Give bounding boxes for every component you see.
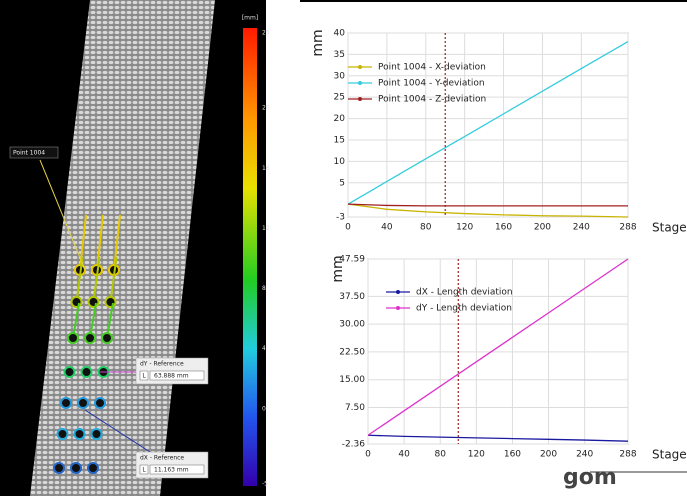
tracked-point (87, 296, 100, 308)
x-tick-label: 200 (534, 223, 551, 233)
y-tick-label: 5 (339, 178, 345, 188)
x-tick-label: 40 (381, 223, 393, 233)
x-tick-label: 160 (495, 223, 512, 233)
tracked-point (90, 428, 103, 440)
displacement-vector (92, 256, 101, 303)
dx-reference-value: 11.163 mm (154, 467, 189, 474)
x-tick-label: 240 (573, 223, 590, 233)
tracked-point (60, 397, 72, 409)
x-axis-label: Stage (652, 448, 687, 462)
data-line (367, 258, 629, 436)
y-tick-label: 35 (334, 50, 345, 60)
dx-reference-title: dX - Reference (140, 455, 184, 462)
tracked-point (84, 332, 96, 344)
tracked-point (101, 332, 113, 344)
data-line (367, 434, 629, 442)
tracked-point (104, 296, 117, 308)
plot-area (347, 32, 629, 218)
y-tick-label: 30.00 (339, 320, 365, 330)
legend-marker (396, 306, 400, 310)
y-tick-label: -3 (336, 213, 345, 223)
y-tick-label: 37.50 (339, 292, 365, 302)
x-tick-label: 288 (619, 223, 636, 233)
x-tick-label: 200 (540, 450, 557, 460)
colorbar-tick-label: -5 (262, 481, 268, 488)
legend-marker (358, 97, 362, 101)
colorbar-tick-label: 4 (262, 345, 266, 352)
dy-reference-title: dY - Reference (140, 361, 184, 368)
y-axis-label: mm (330, 255, 346, 282)
data-line (347, 203, 628, 207)
tracked-point (53, 462, 65, 474)
tracked-point (80, 366, 93, 378)
tracked-point (63, 366, 76, 378)
value-box (149, 370, 205, 381)
key-box (139, 370, 149, 381)
legend-label: dX - Length deviation (416, 288, 513, 298)
tracked-points (53, 214, 121, 474)
colorbar-tick-label: 0 (262, 405, 266, 412)
colorbar-tick-label: 8 (262, 285, 266, 292)
tracked-point (67, 332, 79, 344)
tracked-point (70, 462, 82, 474)
label-box (9, 146, 59, 159)
x-tick-label: 80 (434, 450, 446, 460)
logo: gom (563, 465, 617, 490)
leader-line (84, 409, 151, 453)
legend-label: dY - Length deviation (416, 304, 512, 314)
dy-reference-value: 63.888 mm (154, 373, 189, 380)
value-box (149, 464, 205, 475)
x-tick-label: 240 (576, 450, 593, 460)
colorbar-tick-label: 12 (262, 225, 270, 232)
tracked-point (77, 397, 89, 409)
colorbar-tick-label: 20 (262, 105, 270, 112)
x-tick-label: 120 (456, 223, 473, 233)
dx-reference-key: L (142, 467, 146, 474)
x-tick-label: 120 (468, 450, 485, 460)
tracked-point (73, 428, 86, 440)
legend-marker (358, 81, 362, 85)
point-label: Point 1004 (13, 150, 45, 157)
y-tick-label: 22.50 (339, 347, 365, 357)
x-tick-label: 0 (365, 450, 371, 460)
y-tick-label: 25 (334, 93, 345, 103)
y-tick-label: 30 (334, 71, 346, 81)
dy-reference-key: L (142, 373, 146, 380)
tracked-point (87, 462, 99, 474)
colorbar-unit: [mm] (242, 15, 258, 22)
y-tick-label: 15.00 (339, 375, 365, 385)
data-line (347, 40, 629, 205)
legend-label: Point 1004 - Z-deviation (378, 95, 486, 105)
legend-marker (358, 65, 362, 69)
legend-label: Point 1004 - X-deviation (378, 63, 486, 73)
data-line (347, 203, 629, 218)
y-tick-label: 20 (334, 114, 346, 124)
colorbar-tick-label: 25 (262, 30, 270, 37)
tracked-point (56, 428, 69, 440)
y-axis-label: mm (310, 29, 326, 56)
displacement-vector (109, 256, 118, 303)
legend-label: Point 1004 - Y-deviation (378, 79, 485, 89)
key-box (139, 464, 149, 475)
y-tick-label: 40 (334, 29, 346, 39)
legend-marker (396, 290, 400, 294)
y-tick-label: 10 (334, 157, 346, 167)
displacement-vector (75, 256, 84, 303)
tracked-point (94, 397, 106, 409)
x-axis-label: Stage (652, 221, 687, 235)
x-tick-label: 160 (504, 450, 521, 460)
y-tick-label: 7.50 (345, 403, 365, 413)
y-tick-label: 15 (334, 135, 345, 145)
colorbar (243, 28, 257, 486)
x-tick-label: 0 (345, 223, 351, 233)
x-tick-label: 80 (420, 223, 432, 233)
y-tick-label: -2.36 (342, 440, 366, 450)
x-tick-label: 288 (619, 450, 636, 460)
tracked-point (70, 296, 83, 308)
x-tick-label: 40 (398, 450, 410, 460)
colorbar-tick-label: 16 (262, 165, 270, 172)
y-tick-label: 47.59 (339, 255, 365, 265)
leader-line (39, 159, 86, 271)
